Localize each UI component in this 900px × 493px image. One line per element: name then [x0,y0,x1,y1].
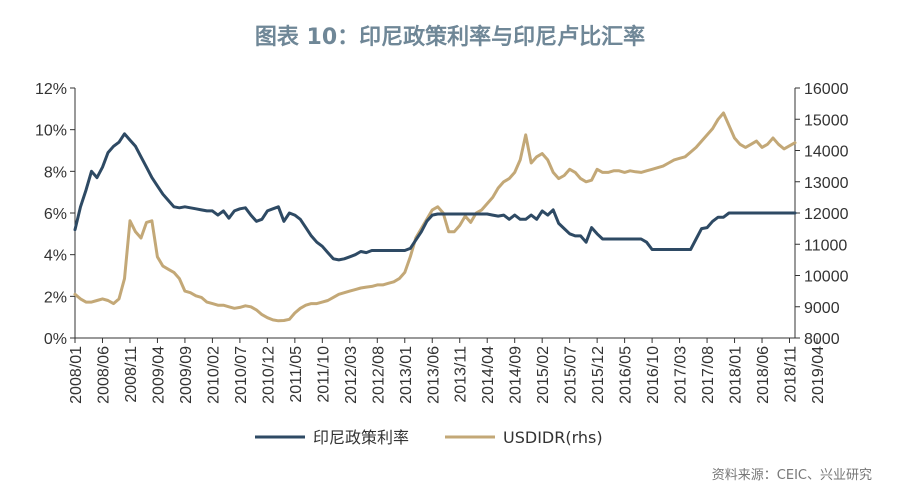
x-tick-label: 2013/11 [453,346,470,403]
x-tick-label: 2015/12 [590,346,607,404]
left-tick-label: 12% [35,81,67,98]
x-tick-label: 2015/02 [535,346,552,404]
x-tick-label: 2008/11 [123,346,140,403]
x-tick-label: 2017/03 [673,346,690,404]
x-tick-label: 2012/08 [370,346,387,404]
x-tick-label: 2018/01 [728,346,745,404]
left-tick-label: 0% [44,331,67,348]
x-tick-label: 2019/04 [810,346,827,404]
left-tick-label: 6% [44,206,67,223]
right-tick-label: 9000 [804,300,840,317]
x-tick-label: 2013/01 [398,346,415,404]
right-tick-label: 15000 [804,112,849,129]
x-tick-label: 2009/04 [150,346,167,404]
x-tick-label: 2018/06 [755,346,772,404]
chart-title: 图表 10：印尼政策利率与印尼卢比汇率 [255,24,645,50]
x-tick-label: 2017/08 [700,346,717,404]
x-tick-label: 2011/10 [315,346,332,403]
left-tick-label: 2% [44,289,67,306]
source-note: 资料来源：CEIC、兴业研究 [712,468,872,483]
x-tick-label: 2013/06 [425,346,442,404]
right-tick-label: 11000 [804,237,847,254]
series-line-policy-rate [73,132,797,262]
series-lines [73,111,797,323]
right-tick-label: 16000 [804,81,849,98]
x-tick-label: 2015/07 [563,346,580,404]
x-tick-label: 2018/11 [783,346,800,403]
right-tick-label: 8000 [804,331,840,348]
x-tick-label: 2016/05 [618,346,635,404]
x-tick-label: 2008/06 [95,346,112,404]
left-axis-ticks: 0% 2% 4% 6% 8% 10% 12% [35,81,75,348]
x-tick-label: 2010/02 [205,346,222,404]
x-tick-label: 2011/05 [288,346,305,403]
x-tick-label: 2008/01 [68,346,85,404]
legend: 印尼政策利率 USDIDR(rhs) [255,428,603,447]
x-tick-label: 2016/10 [645,346,662,404]
x-tick-label: 2014/04 [480,346,497,404]
right-tick-label: 13000 [804,175,849,192]
right-tick-label: 14000 [804,144,849,161]
legend-label-usdidr: USDIDR(rhs) [503,428,603,447]
legend-label-policy-rate: 印尼政策利率 [313,428,409,447]
left-tick-label: 8% [44,164,67,181]
right-tick-label: 12000 [804,206,849,223]
right-tick-label: 10000 [804,269,849,286]
x-axis-ticks: 2008/01 2008/06 2008/11 2009/04 2009/09 2010/… [68,338,827,404]
x-tick-label: 2009/09 [178,346,195,404]
left-tick-label: 4% [44,248,67,265]
left-tick-label: 10% [35,123,67,140]
right-axis-ticks: 8000 9000 10000 11000 12000 13000 14000 15000 16… [795,81,849,348]
x-tick-label: 2014/09 [508,346,525,404]
x-tick-label: 2012/03 [343,346,360,404]
axes [74,88,796,339]
series-line-usdidr [73,111,797,323]
x-tick-label: 2010/12 [260,346,277,404]
x-tick-label: 2010/07 [233,346,250,404]
